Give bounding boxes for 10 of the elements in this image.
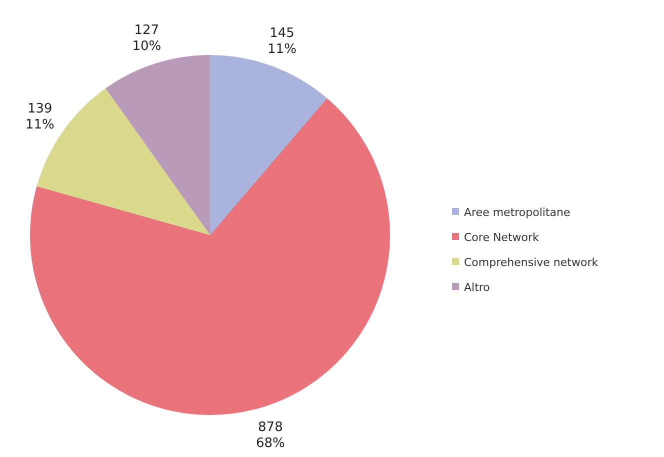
legend-label: Aree metropolitane bbox=[464, 206, 570, 219]
data-label: 878 68% bbox=[256, 420, 285, 452]
data-label: 145 11% bbox=[268, 26, 296, 57]
legend-label: Altro bbox=[464, 281, 490, 294]
data-label: 139 11% bbox=[25, 101, 54, 132]
data-label: 127 10% bbox=[132, 22, 162, 54]
legend-label: Comprehensive network bbox=[464, 256, 599, 269]
pie-slice bbox=[210, 55, 327, 235]
legend-label: Core Network bbox=[464, 231, 540, 244]
pie-slice bbox=[106, 55, 210, 235]
